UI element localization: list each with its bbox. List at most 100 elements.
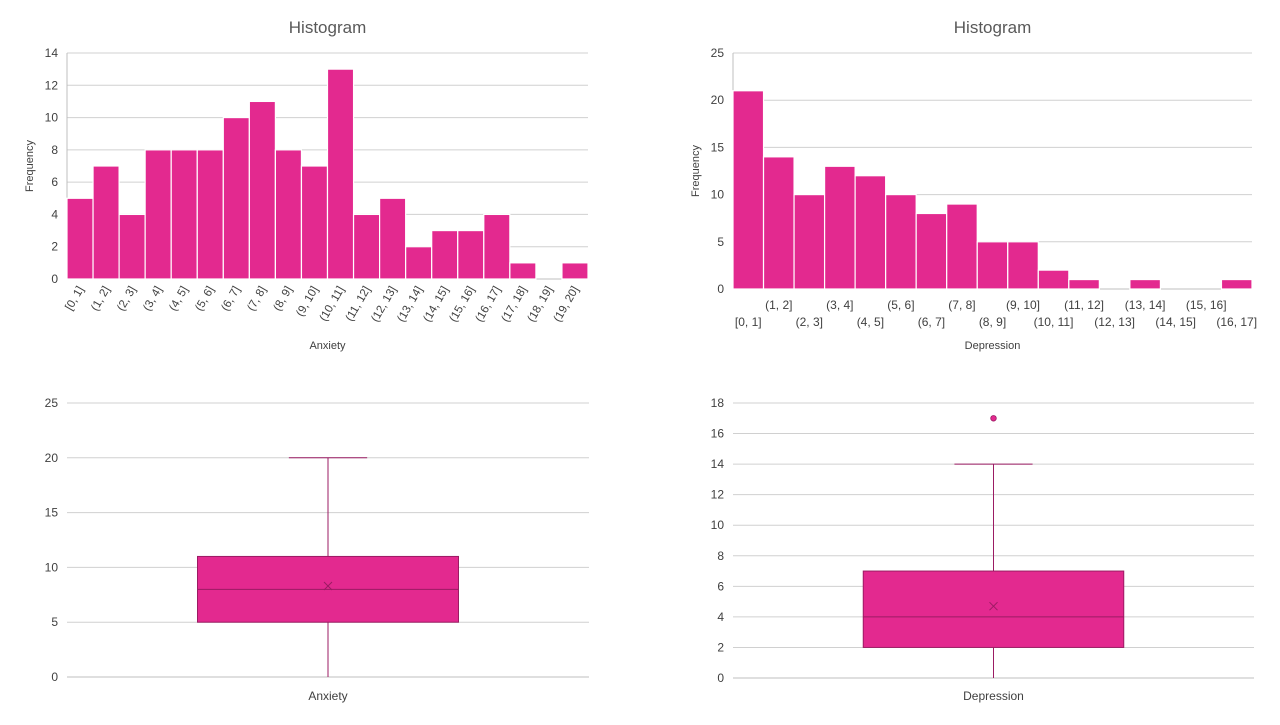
anxiety-boxplot-y-tick-label: 10 (45, 560, 59, 574)
depression-histogram-bar (793, 194, 826, 290)
anxiety-histogram-y-tick-label: 2 (51, 240, 58, 254)
anxiety-histogram-bar (352, 213, 381, 280)
anxiety-histogram-bar (118, 213, 146, 280)
anxiety-histogram-bar (92, 165, 120, 280)
depression-histogram-x-tick-label: (5, 6] (887, 298, 914, 312)
anxiety-histogram-x-tick-label: (4, 5] (167, 285, 191, 314)
anxiety-histogram-y-tick-label: 8 (51, 143, 58, 157)
anxiety-histogram-bar (248, 100, 277, 280)
depression-histogram-x-tick-label: (14, 15] (1155, 315, 1196, 329)
anxiety-histogram-bar (300, 165, 329, 280)
depression-boxplot-y-tick-label: 0 (717, 671, 724, 685)
depression-histogram-x-tick-label: (3, 4] (826, 298, 853, 312)
depression-histogram-x-tick-label: (10, 11] (1034, 315, 1074, 329)
depression-boxplot-y-tick-label: 18 (711, 396, 725, 410)
anxiety-histogram-y-axis-title: Frequency (24, 140, 36, 192)
depression-histogram-x-tick-label: (1, 2] (765, 298, 792, 312)
anxiety-histogram-bar (196, 149, 224, 280)
anxiety-histogram-y-tick-label: 12 (45, 78, 59, 92)
depression-histogram-bar (762, 156, 795, 290)
anxiety-histogram-x-tick-label: (3, 4] (141, 285, 165, 314)
anxiety-histogram-bar (274, 149, 303, 280)
depression-boxplot-y-tick-label: 14 (711, 457, 725, 471)
depression-histogram-bar (1068, 278, 1100, 290)
anxiety-histogram-y-tick-label: 14 (45, 46, 59, 60)
depression-histogram-bar (915, 212, 948, 290)
anxiety-histogram-bar (457, 229, 485, 280)
depression-histogram-y-tick-label: 20 (711, 93, 725, 107)
anxiety-histogram-y-tick-label: 4 (51, 207, 58, 221)
depression-boxplot-outlier-point (990, 415, 997, 422)
depression-histogram-bar (885, 194, 917, 290)
depression-histogram-bar (946, 203, 978, 290)
depression-histogram-bar (823, 165, 856, 290)
anxiety-histogram-x-tick-label: (19, 20] (552, 285, 582, 325)
depression-boxplot-y-tick-label: 16 (711, 427, 725, 441)
anxiety-histogram-bar (509, 262, 537, 280)
anxiety-histogram-bar (379, 197, 407, 280)
anxiety-histogram-bar (405, 246, 433, 280)
depression-histogram: 0 5 10 15 20 25 [0, 1](1, 2] (2, 3](3, 4] (4, 5]… (690, 18, 1257, 352)
depression-histogram-x-tick-label: (6, 7] (918, 315, 945, 329)
depression-boxplot-x-axis-label: Depression (963, 689, 1024, 703)
depression-histogram-x-tick-label: (2, 3] (796, 315, 823, 329)
depression-histogram-x-tick-label: (11, 12] (1064, 298, 1104, 312)
depression-histogram-bar (976, 241, 1009, 290)
depression-histogram-y-tick-label: 0 (717, 282, 724, 296)
depression-histogram-x-tick-label: [0, 1] (735, 315, 762, 329)
depression-histogram-y-tick-label: 25 (711, 46, 725, 60)
depression-histogram-x-tick-label: (8, 9] (979, 315, 1006, 329)
depression-histogram-x-tick-label: (15, 16] (1186, 298, 1227, 312)
anxiety-histogram-bar (66, 197, 94, 280)
anxiety-histogram-x-tick-label: (9, 10] (294, 285, 321, 319)
anxiety-histogram-x-axis-title: Anxiety (309, 340, 346, 352)
depression-histogram-bar (732, 90, 765, 290)
anxiety-boxplot-y-tick-label: 15 (45, 506, 59, 520)
anxiety-histogram-bar (431, 229, 459, 280)
anxiety-boxplot-mean-marker (323, 581, 333, 591)
depression-histogram-bar (1007, 241, 1039, 290)
anxiety-histogram-x-tick-label: (7, 8] (245, 285, 269, 314)
depression-histogram-x-tick-label: (4, 5] (857, 315, 884, 329)
depression-histogram-bar (1220, 278, 1253, 290)
depression-histogram-y-tick-label: 10 (711, 188, 725, 202)
anxiety-histogram-y-tick-label: 0 (51, 272, 58, 286)
depression-histogram-y-tick-label: 5 (717, 235, 724, 249)
depression-boxplot: 0 2 4 6 8 10 12 14 16 18 Depression (711, 396, 1254, 703)
anxiety-histogram-x-tick-label: (8, 9] (272, 285, 296, 314)
depression-histogram-bar (1037, 269, 1070, 290)
depression-histogram-x-axis-title: Depression (965, 340, 1021, 352)
anxiety-histogram-x-tick-label: (1, 2] (89, 285, 113, 314)
anxiety-histogram-title: Histogram (289, 18, 366, 37)
anxiety-histogram-bar (170, 149, 198, 280)
depression-histogram-x-tick-label: (13, 14] (1125, 298, 1166, 312)
depression-histogram-x-tick-label: (9, 10] (1006, 298, 1040, 312)
anxiety-boxplot-y-tick-label: 5 (51, 615, 58, 629)
anxiety-histogram-y-tick-label: 10 (45, 111, 59, 125)
anxiety-boxplot-y-tick-label: 20 (45, 451, 59, 465)
depression-boxplot-y-tick-label: 2 (717, 640, 724, 654)
anxiety-histogram-x-tick-label: (2, 3] (115, 285, 139, 314)
depression-boxplot-y-tick-label: 4 (717, 610, 724, 624)
anxiety-boxplot-y-tick-label: 25 (45, 396, 59, 410)
depression-histogram-title: Histogram (954, 18, 1031, 37)
depression-boxplot-y-tick-label: 12 (711, 488, 725, 502)
anxiety-histogram-bar (561, 262, 589, 280)
anxiety-boxplot-x-axis-label: Anxiety (308, 689, 347, 703)
depression-histogram-x-tick-label: (12, 13] (1094, 315, 1135, 329)
depression-histogram-x-tick-label: (16, 17] (1216, 315, 1257, 329)
depression-boxplot-y-tick-label: 8 (717, 549, 724, 563)
depression-histogram-x-tick-label: (7, 8] (948, 298, 975, 312)
anxiety-histogram-bar (144, 149, 172, 280)
anxiety-histogram-bar (222, 116, 250, 280)
anxiety-boxplot: 0 5 10 15 20 25 Anxiety (45, 396, 589, 703)
depression-boxplot-y-tick-label: 10 (711, 518, 725, 532)
anxiety-histogram-y-tick-label: 6 (51, 175, 58, 189)
anxiety-histogram-x-tick-label: (5, 6] (193, 285, 217, 314)
anxiety-histogram: 0 2 4 6 8 10 12 14 [0, 1] (1, 2] (2, 3] (3, 4] (4, 5… (24, 18, 589, 352)
depression-histogram-bar (854, 175, 887, 290)
depression-boxplot-y-tick-label: 6 (717, 579, 724, 593)
anxiety-boxplot-y-tick-label: 0 (51, 670, 58, 684)
